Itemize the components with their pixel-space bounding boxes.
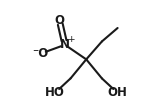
Text: N: N <box>60 38 70 51</box>
Text: ⁻O: ⁻O <box>32 47 48 60</box>
Text: +: + <box>67 35 74 44</box>
Text: O: O <box>54 14 64 27</box>
Text: OH: OH <box>108 86 128 99</box>
Text: HO: HO <box>45 86 65 99</box>
